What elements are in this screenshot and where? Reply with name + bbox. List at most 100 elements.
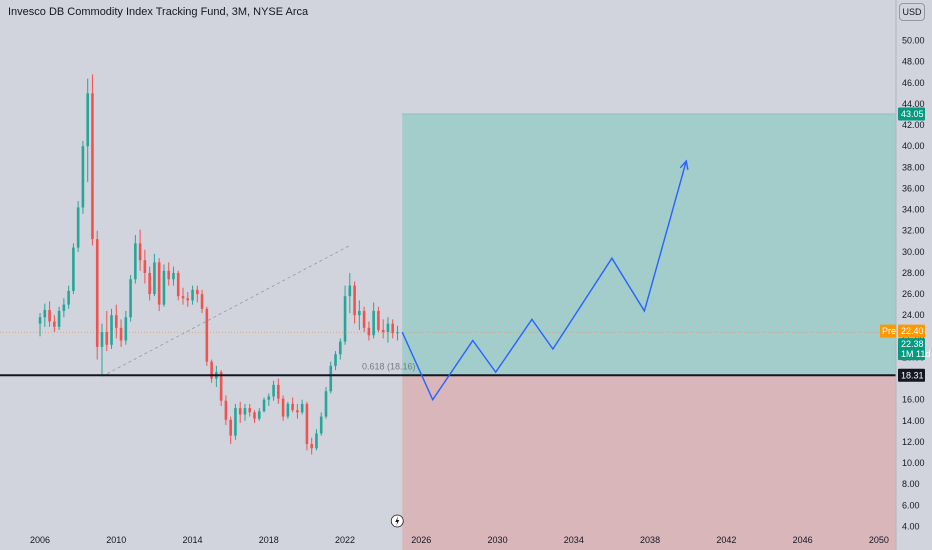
candle-body	[334, 354, 337, 366]
target-price-tag-bg	[898, 107, 925, 121]
candle-body	[243, 408, 247, 415]
candle	[391, 319, 395, 339]
candle-body	[281, 398, 285, 417]
candle-body	[119, 327, 123, 341]
candle	[210, 359, 213, 383]
candle	[291, 397, 294, 413]
candle-body	[291, 403, 294, 411]
price-tick-label: 34.00	[902, 205, 925, 215]
candle-body	[167, 270, 171, 280]
target-price-tag: 43.05	[898, 107, 925, 121]
candle	[110, 308, 113, 349]
candle-body	[91, 93, 94, 240]
candle	[310, 437, 313, 455]
candle	[196, 285, 199, 303]
candle	[229, 416, 232, 445]
candle-body	[86, 93, 89, 147]
candle	[286, 401, 290, 419]
candle-body	[329, 365, 333, 392]
candle-body	[181, 296, 185, 299]
candle-body	[358, 310, 361, 316]
candle	[243, 403, 247, 421]
candle	[143, 249, 147, 284]
time-tick-label: 2046	[793, 535, 813, 545]
candle	[362, 306, 366, 333]
candle-body	[224, 400, 228, 420]
candle	[343, 285, 347, 345]
candle-body	[114, 315, 118, 328]
candle-body	[238, 408, 242, 415]
pre-label-text: Pre	[882, 326, 896, 336]
candle-body	[172, 272, 175, 280]
price-tick-label: 28.00	[902, 268, 925, 278]
pre-market-tag: Pre 22.40	[880, 324, 925, 338]
candle	[153, 253, 156, 297]
candle-body	[129, 279, 132, 318]
price-tick-label: 36.00	[902, 183, 925, 193]
candle-body	[229, 419, 232, 436]
candle	[315, 429, 318, 451]
profit-zone	[402, 113, 896, 376]
candle	[272, 380, 275, 401]
candle	[300, 399, 304, 415]
candle	[253, 410, 256, 423]
candle	[248, 403, 252, 417]
time-tick-label: 2030	[488, 535, 508, 545]
candle	[329, 361, 333, 394]
candle-body	[386, 323, 390, 333]
candle-body	[210, 361, 213, 379]
candle	[334, 351, 337, 371]
candle-body	[338, 341, 342, 355]
candle-body	[362, 310, 366, 328]
candle	[191, 285, 194, 305]
currency-button[interactable]: USD	[899, 3, 925, 21]
candle-body	[67, 290, 70, 305]
candle	[172, 266, 175, 286]
candle-body	[296, 410, 299, 413]
candle-body	[134, 243, 137, 280]
price-tick-label: 46.00	[902, 78, 925, 88]
candle	[200, 289, 204, 314]
entry-price-tag: 18.31	[898, 368, 925, 382]
candle-body	[157, 262, 161, 305]
candle-body	[148, 272, 151, 295]
candle-body	[100, 332, 104, 347]
candle-body	[110, 315, 113, 345]
time-tick-label: 2010	[106, 535, 126, 545]
candle	[86, 78, 89, 183]
price-tick-label: 38.00	[902, 162, 925, 172]
projection-arrowhead	[679, 159, 689, 170]
candle-body	[38, 317, 42, 324]
candle	[48, 301, 51, 327]
candle-body	[396, 332, 399, 334]
candle-body	[153, 262, 156, 295]
candle-body	[219, 372, 223, 401]
candle-body	[81, 146, 85, 208]
candle-body	[253, 412, 256, 419]
candle	[262, 397, 266, 413]
candle	[162, 264, 166, 307]
price-tick-label: 44.00	[902, 99, 925, 109]
candle-body	[48, 309, 51, 322]
countdown-text: 1M 11d	[901, 349, 930, 359]
candle	[134, 234, 137, 284]
candle	[67, 285, 70, 309]
candle	[72, 243, 75, 295]
candle	[338, 338, 342, 360]
candle-body	[205, 308, 209, 362]
candle	[386, 317, 390, 343]
candle-body	[124, 317, 128, 341]
price-tick-label: 50.00	[902, 36, 925, 46]
candle	[257, 408, 261, 421]
candle-body	[43, 309, 47, 318]
candle	[224, 395, 228, 426]
candle	[43, 303, 47, 327]
candle-body	[248, 408, 252, 413]
price-axis: 50.00 48.00 46.00 44.00 42.00 40.00 38.00 36.00…	[895, 0, 925, 550]
time-tick-label: 2018	[259, 535, 279, 545]
candle	[76, 201, 80, 252]
candle-body	[143, 260, 147, 273]
projection-path	[401, 160, 687, 402]
